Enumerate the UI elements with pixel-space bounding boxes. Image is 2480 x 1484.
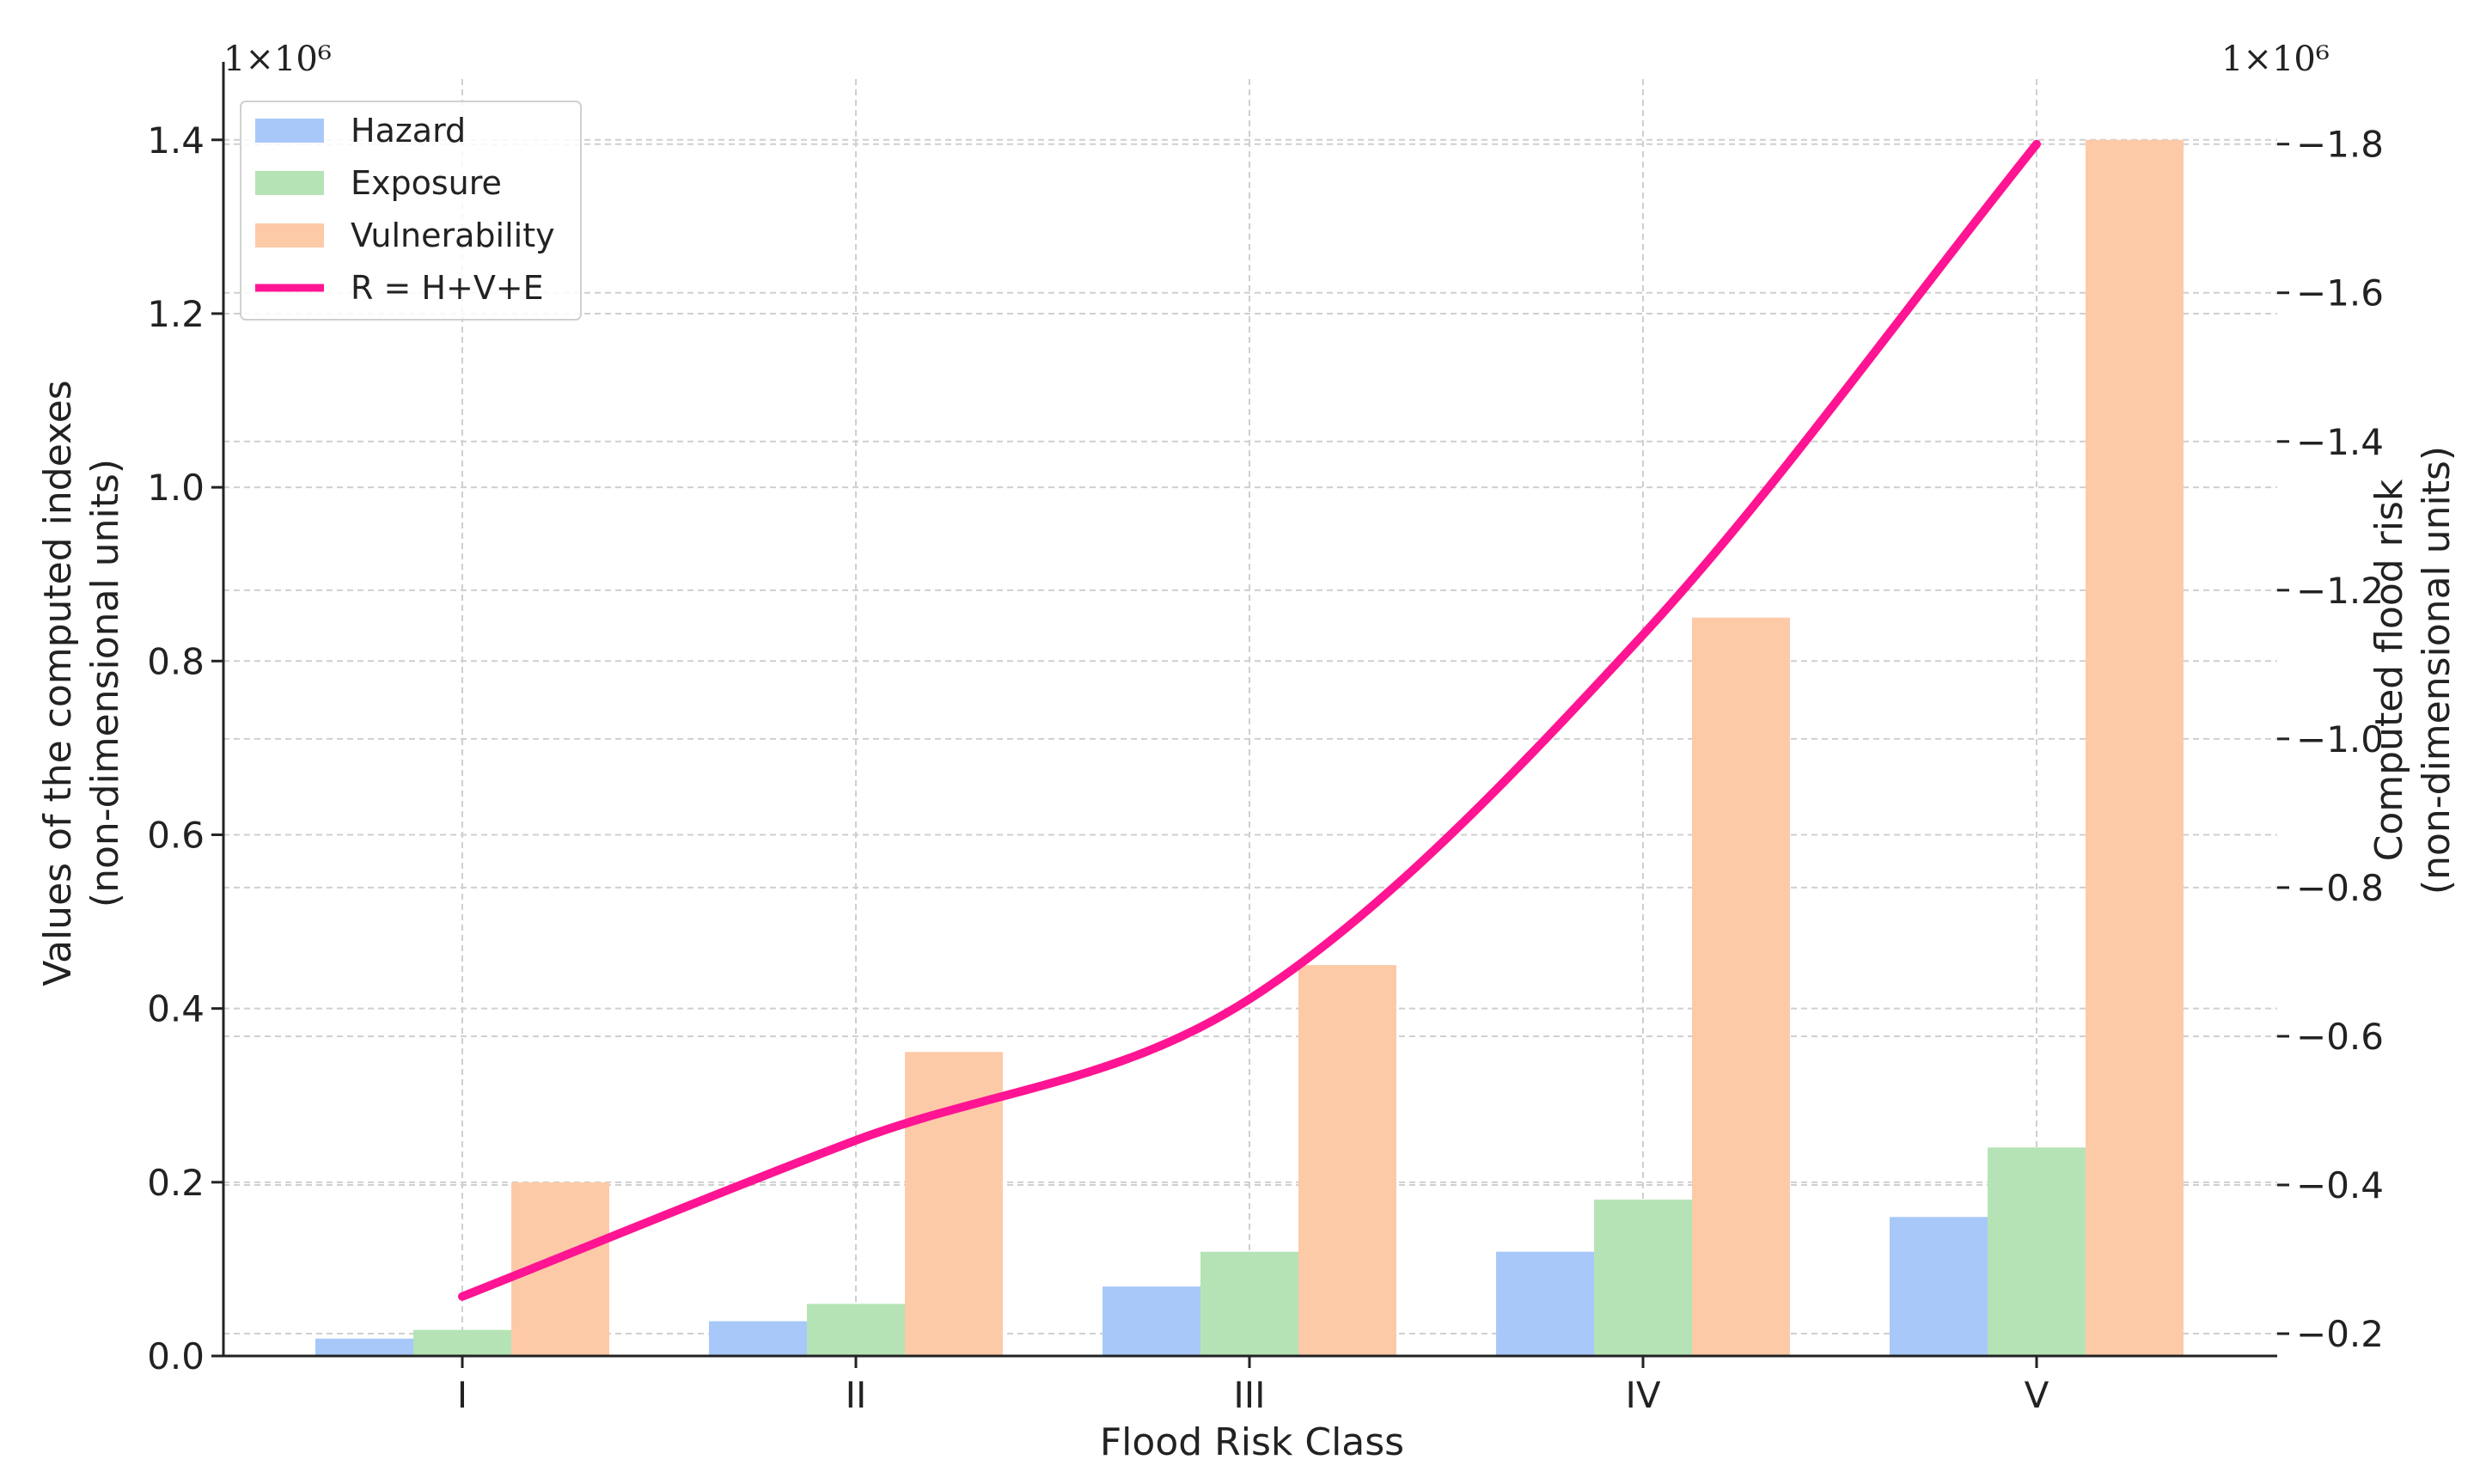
left-axis-title-line-2: (non-dimensional units) [83,459,127,907]
bar-vulnerability-V [2086,139,2184,1356]
left-tick-label-2: 0.4 [147,988,205,1030]
right-tick-label-2: −0.6 [2296,1016,2384,1058]
legend-label-vulnerability: Vulnerability [351,217,555,254]
right-tick-label-0: −0.2 [2296,1313,2384,1355]
right-axis-multiplier: 1×10⁶ [2221,40,2330,79]
left-tick-label-1: 0.2 [147,1162,205,1204]
left-axis-multiplier: 1×10⁶ [223,40,332,79]
right-axis-title: Computed flood risk (non-dimensional uni… [2367,446,2459,895]
left-axis-title-line-1: Values of the computed indexes [36,380,80,986]
right-tick-label-4: −1.0 [2296,718,2384,760]
bar-exposure-II [807,1304,905,1356]
right-tick-label-3: −0.8 [2296,867,2384,909]
x-tick-label-2: III [1233,1374,1265,1416]
left-tick-label-0: 0.0 [147,1335,205,1377]
left-axis-title: Values of the computed indexes (non-dime… [36,380,127,986]
bar-exposure-III [1200,1251,1298,1356]
risk-line [458,139,2041,1301]
x-tick-label-1: II [846,1374,867,1416]
legend-label-risk: R = H+V+E [351,269,544,307]
bar-vulnerability-IV [1692,617,1790,1356]
bar-exposure-V [1988,1147,2086,1356]
risk-line-layer [458,139,2041,1301]
legend-frame [240,101,582,321]
legend-swatch-vulnerability [255,223,324,247]
x-tick-label-0: I [457,1374,467,1416]
legend-label-exposure: Exposure [351,164,502,202]
right-axis-title-line-1: Computed flood risk [2367,479,2411,861]
tick-labels: 0.0 0.2 0.4 0.6 0.8 1.0 1.2 1.4 −0.2 −0.4 −0.6 −0.8… [147,119,2384,1416]
left-tick-label-4: 0.8 [147,640,205,682]
bar-hazard-IV [1496,1251,1594,1356]
left-tick-label-6: 1.2 [147,293,205,335]
bar-hazard-II [709,1321,807,1356]
bar-exposure-IV [1594,1200,1692,1356]
legend-swatch-hazard [255,119,324,143]
x-axis-title: Flood Risk Class [1100,1420,1404,1464]
legend: Hazard Exposure Vulnerability R = H+V+E [240,101,582,321]
bar-exposure-I [413,1329,511,1356]
x-tick-label-3: IV [1625,1374,1660,1416]
right-tick-label-6: −1.4 [2296,421,2384,463]
right-tick-label-8: −1.8 [2296,124,2384,166]
right-tick-label-5: −1.2 [2296,570,2384,612]
bar-hazard-V [1890,1217,1988,1356]
bar-vulnerability-III [1298,965,1396,1356]
bar-hazard-III [1103,1286,1200,1356]
right-tick-label-1: −0.4 [2296,1164,2384,1206]
right-axis-title-line-2: (non-dimensional units) [2415,446,2459,895]
legend-swatch-exposure [255,171,324,195]
x-tick-label-4: V [2025,1374,2049,1416]
right-tick-label-7: −1.6 [2296,272,2384,315]
legend-label-hazard: Hazard [351,112,466,150]
left-tick-label-3: 0.6 [147,814,205,856]
left-tick-label-7: 1.4 [147,119,205,162]
left-tick-label-5: 1.0 [147,467,205,509]
bar-hazard-I [315,1338,413,1356]
